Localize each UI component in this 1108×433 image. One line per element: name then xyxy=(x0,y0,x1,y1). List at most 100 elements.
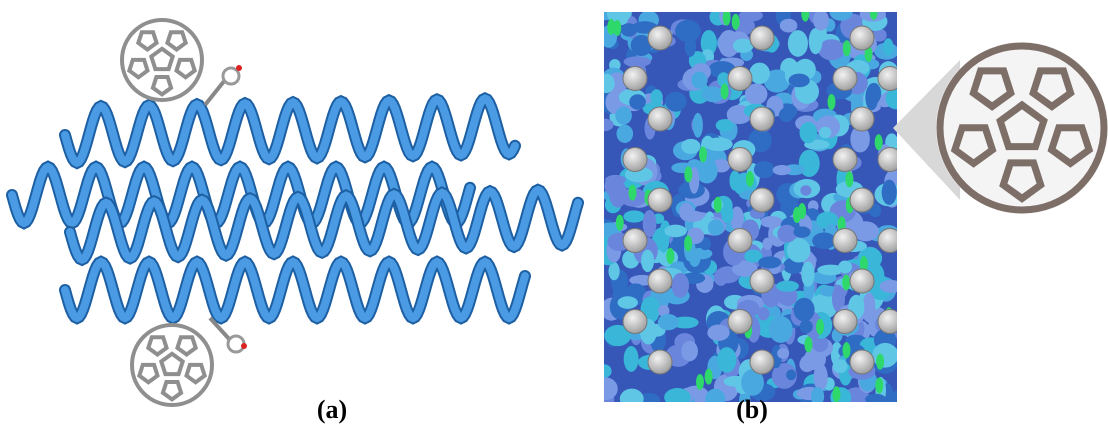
protein-blob xyxy=(681,211,704,222)
fullerene-tile xyxy=(728,310,752,334)
green-residue xyxy=(714,197,722,213)
fullerene-tile xyxy=(623,148,647,172)
protein-blob xyxy=(624,346,639,372)
protein-blob xyxy=(681,341,698,361)
oxygen xyxy=(241,343,247,349)
green-residue xyxy=(732,14,740,30)
fullerene-tile xyxy=(833,67,857,91)
green-residue xyxy=(746,171,754,187)
protein-blob xyxy=(777,348,789,359)
green-residue xyxy=(875,378,883,394)
fullerene-tile xyxy=(648,107,672,131)
green-residue xyxy=(845,171,853,187)
protein-blob xyxy=(664,225,687,238)
fullerene-tile xyxy=(623,67,647,91)
protein-blob xyxy=(693,113,703,138)
protein-blob xyxy=(882,180,897,205)
green-residue xyxy=(804,336,812,352)
protein-blob xyxy=(800,185,811,195)
protein-blob xyxy=(789,74,810,88)
green-residue xyxy=(628,185,636,201)
fullerene-ring xyxy=(138,32,156,49)
protein-blob xyxy=(708,219,724,235)
green-residue xyxy=(832,386,840,402)
fullerene-tile xyxy=(850,107,874,131)
panel-a xyxy=(12,20,578,405)
fullerene-ring xyxy=(177,60,195,77)
fullerene xyxy=(132,325,212,405)
fullerene-tile xyxy=(878,229,902,253)
panel-label: (a) xyxy=(317,395,347,424)
protein-blob xyxy=(593,377,617,400)
green-residue xyxy=(875,134,883,150)
protein-blob xyxy=(811,387,824,406)
protein-blob xyxy=(641,250,654,272)
fullerene-tile xyxy=(850,26,874,50)
protein-blob xyxy=(754,161,775,178)
protein-blob xyxy=(681,139,700,154)
green-residue xyxy=(842,275,850,291)
fullerene-tile xyxy=(878,148,902,172)
panel-label: (b) xyxy=(736,395,768,424)
green-residue xyxy=(801,6,809,22)
protein-blob xyxy=(830,3,853,20)
fullerene-ring xyxy=(129,60,147,77)
protein-blob xyxy=(739,10,763,22)
fullerene-tile xyxy=(878,67,902,91)
protein-blob xyxy=(714,269,728,286)
green-residue xyxy=(684,235,692,251)
protein-blob xyxy=(786,370,796,381)
protein-blob xyxy=(705,389,725,409)
protein-blob xyxy=(664,388,691,407)
protein-blob xyxy=(758,256,781,268)
protein-blob xyxy=(689,249,700,267)
fullerene xyxy=(122,20,202,100)
protein-blob xyxy=(800,122,818,143)
green-residue xyxy=(699,146,707,162)
fullerene-tile xyxy=(833,148,857,172)
fullerene-tile xyxy=(648,188,672,212)
helix-ribbon xyxy=(65,262,525,318)
protein-blob xyxy=(788,30,808,57)
fullerene-ring xyxy=(148,337,166,354)
green-residue xyxy=(723,10,731,26)
green-residue xyxy=(666,248,674,264)
green-residue xyxy=(616,215,624,231)
protein-blob xyxy=(691,72,707,89)
protein-blob xyxy=(665,92,686,112)
protein-blob xyxy=(773,165,791,175)
protein-blob xyxy=(863,293,875,319)
protein-blob xyxy=(780,19,798,33)
protein-blob xyxy=(800,320,813,334)
oxygen xyxy=(236,65,242,71)
green-residue xyxy=(870,4,878,20)
fullerene-tile xyxy=(833,229,857,253)
fullerene-tile xyxy=(750,269,774,293)
protein-blob xyxy=(883,38,893,55)
protein-blob xyxy=(620,389,644,409)
protein-blob xyxy=(819,127,831,139)
green-residue xyxy=(696,374,704,390)
protein-blob xyxy=(833,359,848,373)
fullerene-tile xyxy=(648,26,672,50)
fullerene-tile xyxy=(750,26,774,50)
protein-blob xyxy=(779,108,794,122)
fullerene-tile xyxy=(623,310,647,334)
protein-blob xyxy=(813,364,827,391)
linker xyxy=(205,80,225,105)
fullerene-tile xyxy=(750,350,774,374)
protein-blob xyxy=(618,296,638,309)
helix xyxy=(65,262,525,318)
protein-blob xyxy=(866,83,881,104)
protein-blob xyxy=(721,204,733,223)
fullerene-tile xyxy=(878,310,902,334)
protein-blob xyxy=(769,316,793,343)
protein-blob xyxy=(605,175,626,185)
fullerene-ring xyxy=(187,365,205,382)
protein-blob xyxy=(838,261,852,274)
protein-blob xyxy=(872,343,898,368)
protein-blob xyxy=(717,347,736,373)
fullerene-tile xyxy=(850,188,874,212)
protein-blob xyxy=(672,273,689,298)
phenol-ring xyxy=(228,336,244,352)
